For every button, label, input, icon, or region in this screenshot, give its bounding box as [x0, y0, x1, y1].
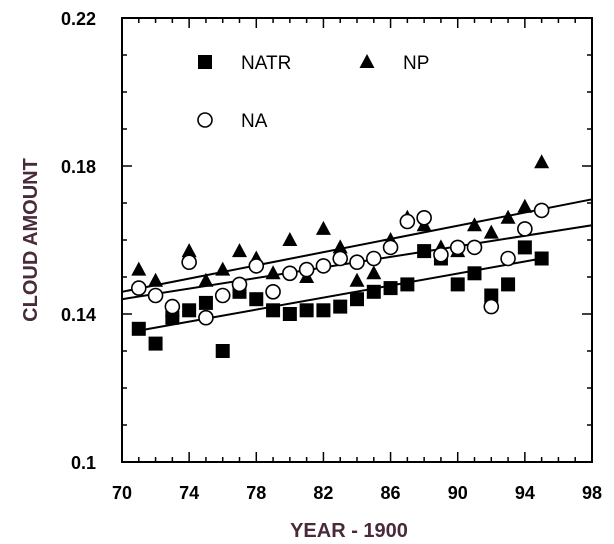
point-natr — [450, 277, 465, 292]
x-tick-label: 94 — [515, 483, 535, 503]
point-na — [517, 221, 533, 237]
point-natr — [350, 292, 364, 307]
point-np — [181, 243, 197, 258]
x-tick-label: 82 — [313, 483, 333, 503]
point-np — [366, 265, 382, 280]
point-na — [231, 276, 248, 293]
y-axis-label: CLOUD AMOUNT — [20, 158, 42, 322]
legend-marker-np — [359, 54, 375, 68]
point-natr — [148, 336, 163, 351]
point-natr — [215, 344, 230, 358]
point-np — [500, 209, 516, 224]
point-natr — [417, 244, 432, 259]
point-na — [533, 202, 550, 219]
point-natr — [333, 299, 348, 314]
legend-marker-na — [197, 112, 213, 128]
y-tick-label: 0.14 — [61, 305, 96, 325]
point-natr — [131, 321, 146, 336]
series-na — [130, 202, 550, 326]
y-tick-label: 0.22 — [61, 9, 96, 29]
point-na — [365, 250, 382, 267]
data-points — [130, 154, 550, 358]
legend-item-na: NA — [197, 111, 268, 132]
legend-label: NATR — [241, 53, 291, 74]
point-natr — [249, 292, 264, 307]
point-natr — [182, 303, 197, 318]
point-na — [349, 254, 365, 271]
y-axis-ticks: 0.1 0.14 0.18 0.22 — [61, 9, 592, 473]
point-na — [181, 254, 197, 271]
point-np — [517, 198, 533, 213]
x-tick-label: 70 — [112, 483, 132, 503]
point-np — [332, 239, 348, 254]
point-na — [147, 287, 164, 304]
point-np — [232, 243, 247, 258]
point-natr — [198, 295, 213, 310]
point-np — [483, 224, 499, 239]
legend-item-np: NP — [359, 53, 429, 74]
point-na — [198, 309, 214, 326]
point-na — [500, 250, 516, 267]
x-tick-label: 98 — [582, 483, 602, 503]
point-na — [433, 247, 449, 263]
legend-item-natr: NATR — [198, 53, 291, 74]
y-tick-label: 0.1 — [71, 453, 96, 473]
point-na — [399, 213, 416, 230]
point-na — [214, 287, 231, 304]
point-na — [315, 258, 332, 274]
x-axis-ticks: 70 74 78 82 86 90 94 98 — [112, 18, 602, 503]
point-na — [265, 283, 281, 300]
point-na — [382, 239, 399, 256]
point-natr — [366, 284, 381, 299]
point-natr — [299, 303, 314, 318]
x-tick-label: 74 — [179, 483, 199, 503]
x-axis-label: YEAR - 1900 — [290, 520, 408, 542]
point-na — [332, 250, 349, 267]
legend-label: NA — [241, 111, 268, 132]
point-natr — [484, 288, 499, 303]
point-na — [164, 298, 181, 315]
point-np — [198, 272, 214, 287]
point-np — [349, 272, 365, 287]
point-np — [467, 217, 482, 232]
legend-label: NP — [403, 53, 429, 74]
plot-border — [121, 17, 593, 463]
point-natr — [467, 266, 482, 281]
point-natr — [316, 303, 331, 318]
point-natr — [501, 277, 516, 292]
point-np — [265, 265, 281, 280]
x-tick-label: 90 — [448, 483, 468, 503]
trend-line-np — [121, 198, 593, 293]
point-natr — [400, 277, 415, 292]
legend-marker-natr — [198, 55, 212, 69]
point-natr — [383, 281, 398, 296]
point-na — [466, 239, 483, 256]
point-na — [298, 261, 315, 278]
point-np — [131, 261, 147, 276]
legend: NATR NP NA — [197, 53, 429, 132]
point-natr — [266, 303, 281, 318]
point-natr — [534, 251, 549, 266]
x-tick-label: 86 — [381, 483, 401, 503]
point-natr — [282, 307, 297, 321]
point-na — [248, 258, 265, 274]
y-tick-label: 0.18 — [61, 157, 96, 177]
point-na — [416, 210, 432, 226]
point-na — [483, 298, 500, 315]
point-np — [148, 272, 164, 287]
point-np — [534, 154, 550, 169]
point-na — [130, 280, 147, 296]
point-np — [315, 220, 331, 235]
point-np — [215, 261, 231, 276]
point-na — [449, 239, 466, 256]
x-tick-label: 78 — [246, 483, 266, 503]
point-na — [282, 265, 298, 282]
point-np — [282, 232, 298, 246]
plot-frame — [121, 17, 593, 463]
point-natr — [517, 240, 532, 255]
